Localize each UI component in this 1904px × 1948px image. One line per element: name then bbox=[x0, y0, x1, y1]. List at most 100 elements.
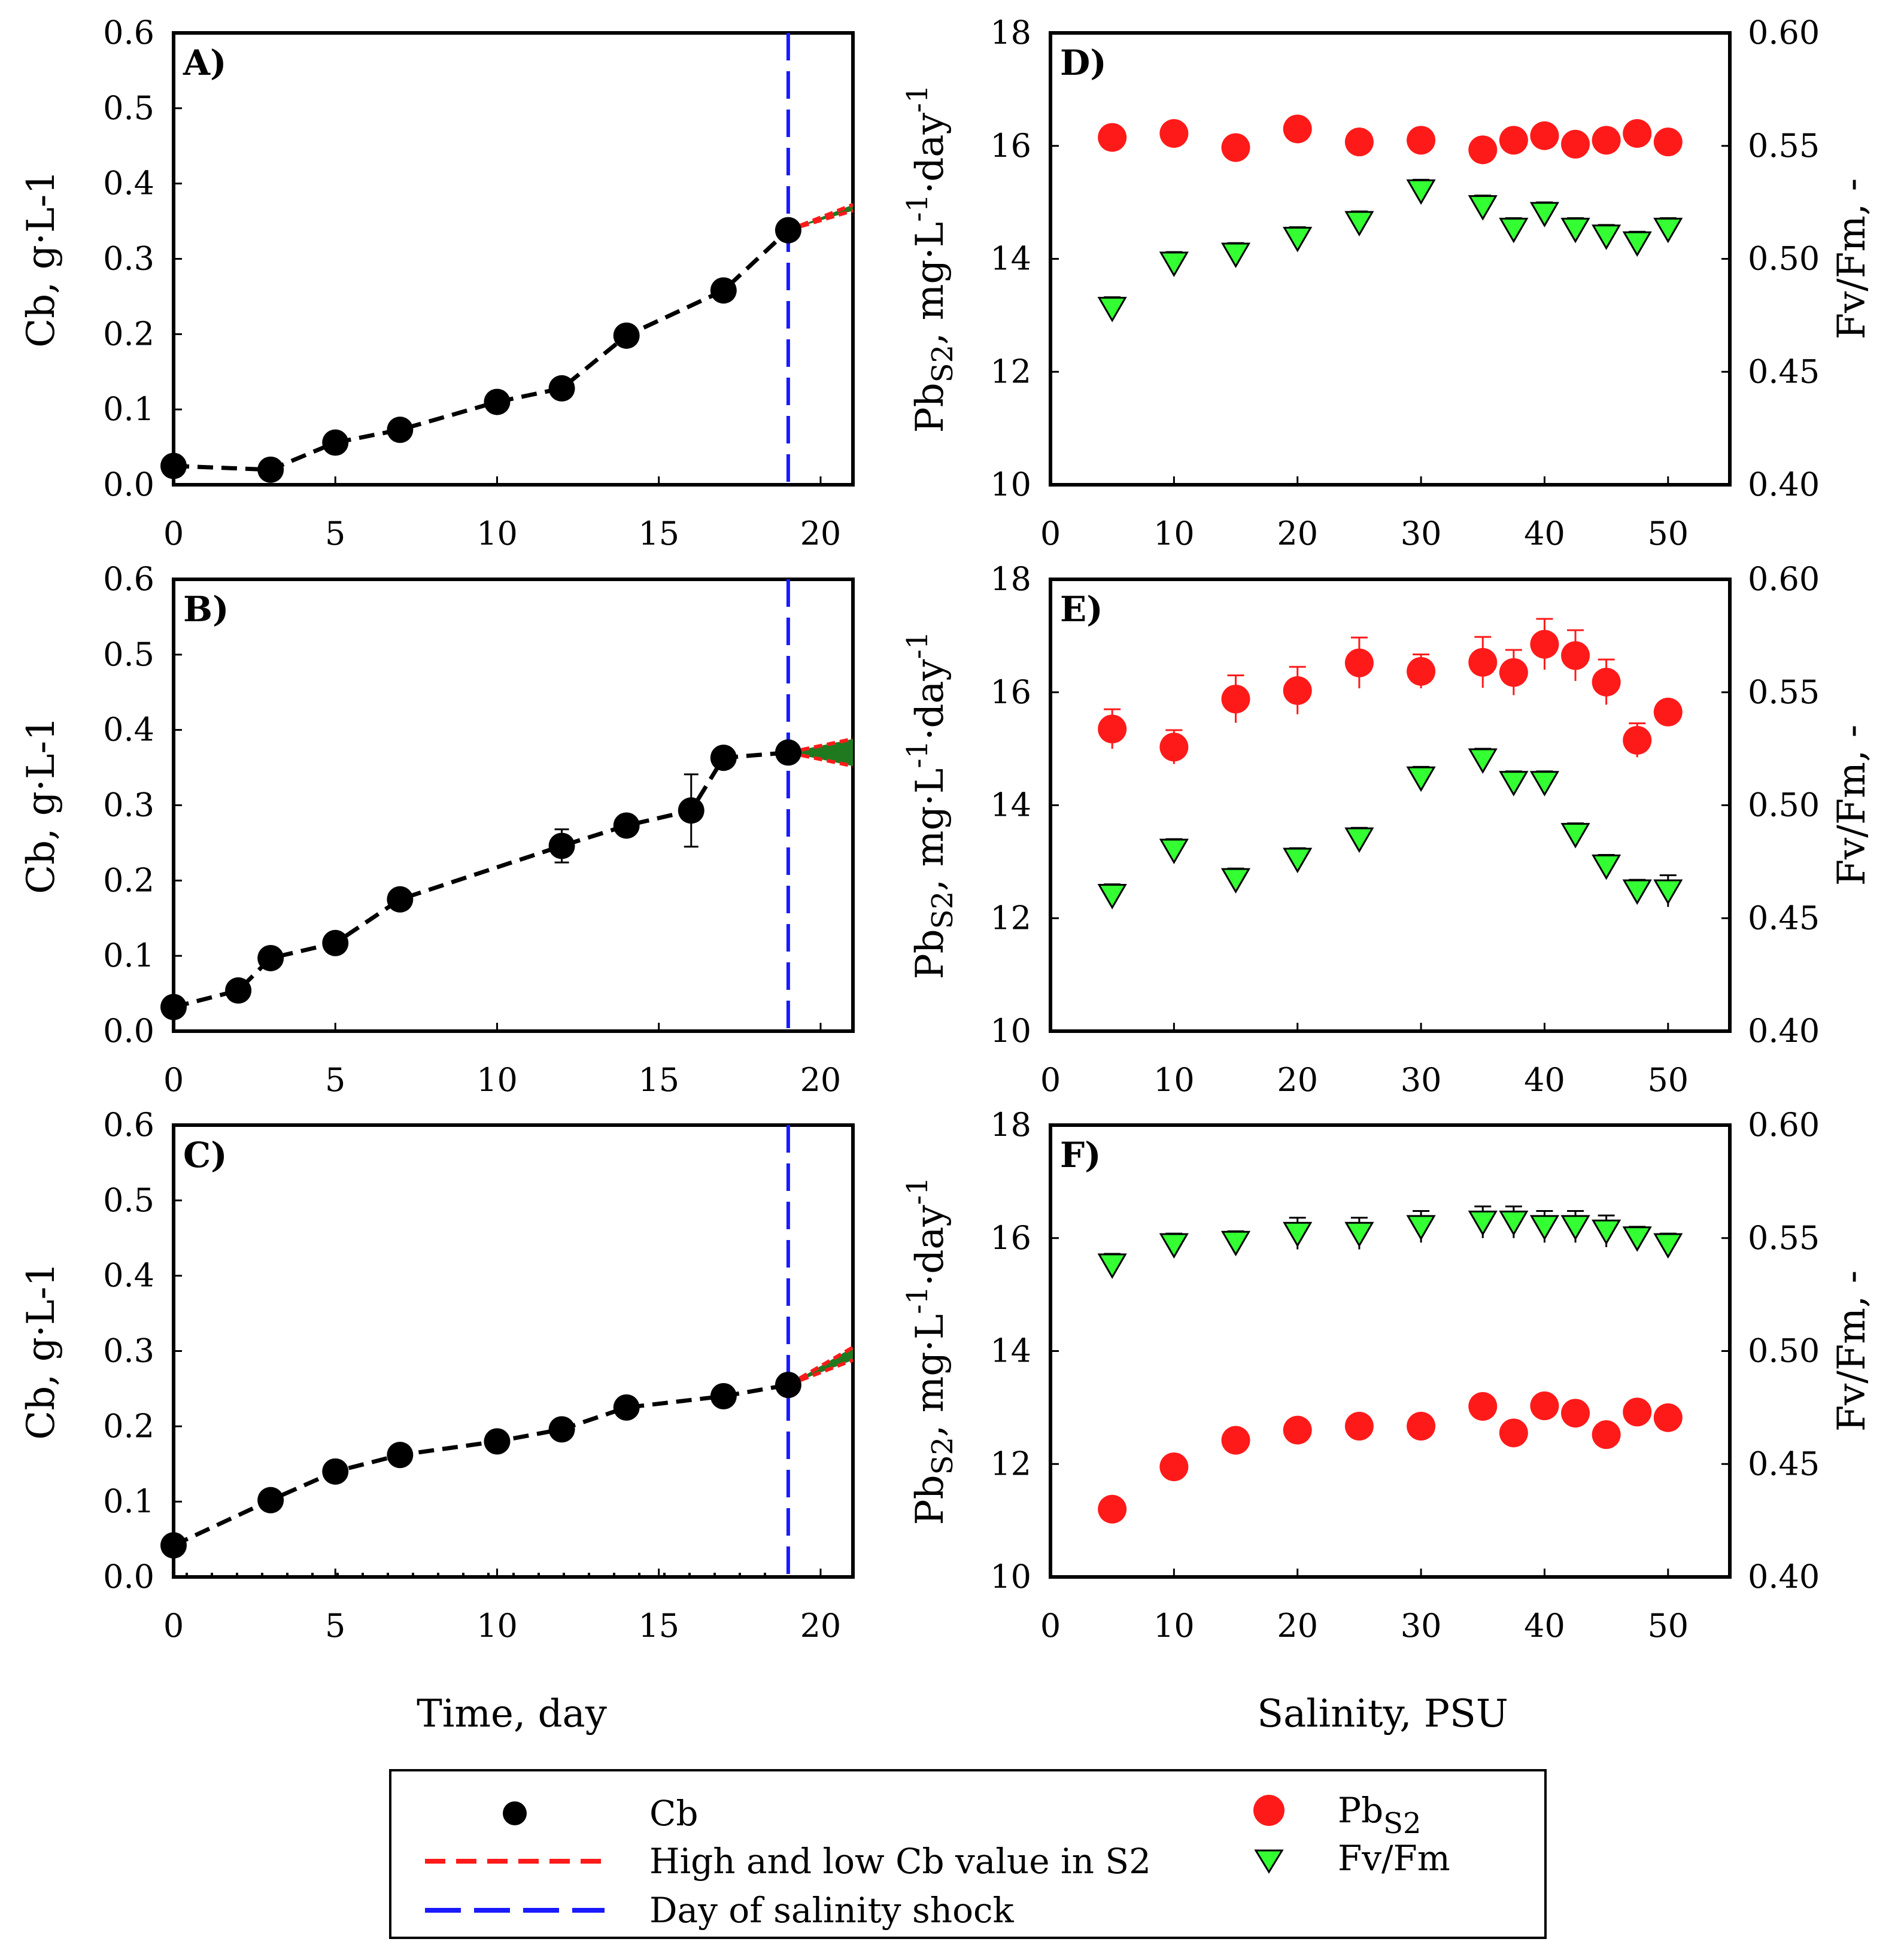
panel-label: E) bbox=[1060, 589, 1103, 630]
y-tick-label: 0.0 bbox=[103, 1558, 154, 1596]
cb-point bbox=[548, 1416, 575, 1443]
y-axis-title: Cb, g·L-1 bbox=[19, 1262, 63, 1440]
fvfm-point bbox=[1220, 1230, 1251, 1257]
legend-shock-label: Day of salinity shock bbox=[649, 1890, 1014, 1931]
fvfm-point bbox=[1344, 211, 1374, 237]
fvfm-point bbox=[1499, 217, 1529, 244]
pbs2-point bbox=[1623, 725, 1652, 755]
x-tick-label: 20 bbox=[1277, 1061, 1318, 1099]
y-tick-label: 0.4 bbox=[103, 711, 154, 749]
fvfm-point bbox=[1653, 1233, 1683, 1259]
y-tick-label: 14 bbox=[990, 240, 1031, 278]
x-tick-label: 0 bbox=[1040, 1607, 1061, 1645]
fvfm-point bbox=[1529, 1215, 1560, 1241]
pbs2-point bbox=[1098, 715, 1127, 744]
y-tick-label: 0.3 bbox=[103, 1332, 154, 1370]
y2-tick-label: 0.60 bbox=[1748, 560, 1820, 598]
fvfm-point bbox=[1468, 195, 1498, 221]
pbs2-point bbox=[1653, 127, 1683, 157]
fvfm-point bbox=[1499, 1210, 1529, 1236]
y2-tick-label: 0.45 bbox=[1748, 1445, 1820, 1482]
x-tick-label: 40 bbox=[1524, 1061, 1565, 1099]
y-tick-label: 0.5 bbox=[103, 636, 154, 673]
y-tick-label: 10 bbox=[990, 1558, 1031, 1596]
fvfm-point bbox=[1592, 224, 1621, 250]
cb-point bbox=[257, 456, 284, 483]
y2-tick-label: 0.45 bbox=[1748, 352, 1820, 390]
fvfm-point bbox=[1592, 1219, 1621, 1245]
x-tick-label: 0 bbox=[1040, 1061, 1061, 1099]
pbs2-point bbox=[1561, 129, 1590, 159]
panel-a: 0 5 10 15 20 0.0 0.1 0.2 0.3 0.4 0.5 0.6 A) Cb, g·L-1 bbox=[19, 14, 855, 552]
y-tick-label: 10 bbox=[990, 1012, 1031, 1050]
y-tick-label: 12 bbox=[990, 899, 1031, 937]
y2-tick-label: 0.60 bbox=[1748, 14, 1820, 51]
x-tick-label: 20 bbox=[800, 515, 842, 552]
cb-line bbox=[173, 750, 789, 1010]
y-tick-label: 0.1 bbox=[103, 390, 154, 428]
y2-axis-title: Fv/Fm, - bbox=[1830, 1271, 1874, 1432]
pbs2-point bbox=[1159, 1452, 1189, 1481]
x-tick-label: 5 bbox=[325, 515, 345, 552]
fvfm-point bbox=[1097, 1253, 1127, 1280]
y2-axis-title: Fv/Fm, - bbox=[1830, 178, 1874, 340]
y-tick-label: 0.1 bbox=[103, 937, 154, 974]
y2-tick-label: 0.55 bbox=[1748, 673, 1820, 711]
y-tick-label: 18 bbox=[990, 1106, 1031, 1144]
pbs2-point bbox=[1499, 1418, 1528, 1448]
fvfm-point bbox=[1159, 838, 1189, 864]
y2-tick-label: 0.45 bbox=[1748, 899, 1820, 937]
x-tick-label: 15 bbox=[638, 1607, 679, 1645]
fvfm-point bbox=[1220, 868, 1251, 894]
pbs2-point bbox=[1407, 1412, 1436, 1441]
cb-line bbox=[173, 229, 790, 472]
plot-frame bbox=[1049, 578, 1732, 1033]
legend-cb-marker bbox=[503, 1801, 527, 1825]
y2-tick-label: 0.50 bbox=[1748, 240, 1820, 278]
panel-b: 0 5 10 15 20 0.0 0.1 0.2 0.3 0.4 0.5 0.6 B) Cb, g·L-1 bbox=[19, 560, 855, 1099]
pbs2-point bbox=[1499, 126, 1528, 155]
fvfm-point bbox=[1653, 217, 1683, 244]
x-tick-label: 50 bbox=[1647, 1607, 1689, 1645]
fvfm-point bbox=[1529, 771, 1560, 797]
cb-point bbox=[225, 977, 252, 1004]
high-cb-line bbox=[787, 203, 854, 232]
cb-point bbox=[613, 1394, 640, 1421]
fvfm-point bbox=[1406, 179, 1436, 205]
y-tick-label: 0.6 bbox=[103, 1106, 154, 1144]
pbs2-point bbox=[1592, 126, 1621, 155]
y-tick-label: 0.0 bbox=[103, 1012, 154, 1050]
cb-point bbox=[548, 832, 575, 859]
low-cb-line bbox=[788, 209, 854, 232]
y-tick-label: 12 bbox=[990, 352, 1031, 390]
fvfm-point bbox=[1159, 251, 1189, 278]
y-axis-title: PbS2, mg·L-1·day-1 bbox=[901, 85, 959, 433]
pbs2-point bbox=[1344, 1412, 1374, 1441]
pbs2-point bbox=[1592, 1420, 1621, 1449]
x-tick-label: 30 bbox=[1401, 1061, 1442, 1099]
fvfm-point bbox=[1344, 827, 1374, 853]
y-tick-label: 10 bbox=[990, 466, 1031, 503]
x-tick-label: 10 bbox=[476, 1061, 518, 1099]
fvfm-point bbox=[1283, 1221, 1313, 1248]
x-tick-label: 30 bbox=[1401, 1607, 1442, 1645]
fvfm-point bbox=[1499, 771, 1529, 797]
x-tick-label: 0 bbox=[163, 1607, 184, 1645]
y-axis-title: Cb, g·L-1 bbox=[19, 716, 63, 894]
pbs2-point bbox=[1283, 1415, 1312, 1445]
left-x-axis-title: Time, day bbox=[417, 1692, 607, 1736]
y2-tick-label: 0.55 bbox=[1748, 127, 1820, 165]
legend-pbs2-label: PbS2 bbox=[1338, 1790, 1422, 1840]
x-tick-label: 20 bbox=[1277, 1607, 1318, 1645]
y2-tick-label: 0.40 bbox=[1748, 1558, 1820, 1596]
legend-pbs2-marker bbox=[1253, 1795, 1284, 1826]
cb-point bbox=[387, 417, 414, 443]
pbs2-point bbox=[1468, 135, 1498, 165]
y-tick-label: 0.2 bbox=[103, 861, 154, 899]
panel-label: A) bbox=[183, 42, 226, 83]
x-tick-label: 10 bbox=[1153, 1061, 1195, 1099]
cb-point bbox=[160, 993, 187, 1020]
y2-tick-label: 0.60 bbox=[1748, 1106, 1820, 1144]
fvfm-point bbox=[1097, 884, 1127, 910]
pbs2-point bbox=[1344, 127, 1374, 157]
